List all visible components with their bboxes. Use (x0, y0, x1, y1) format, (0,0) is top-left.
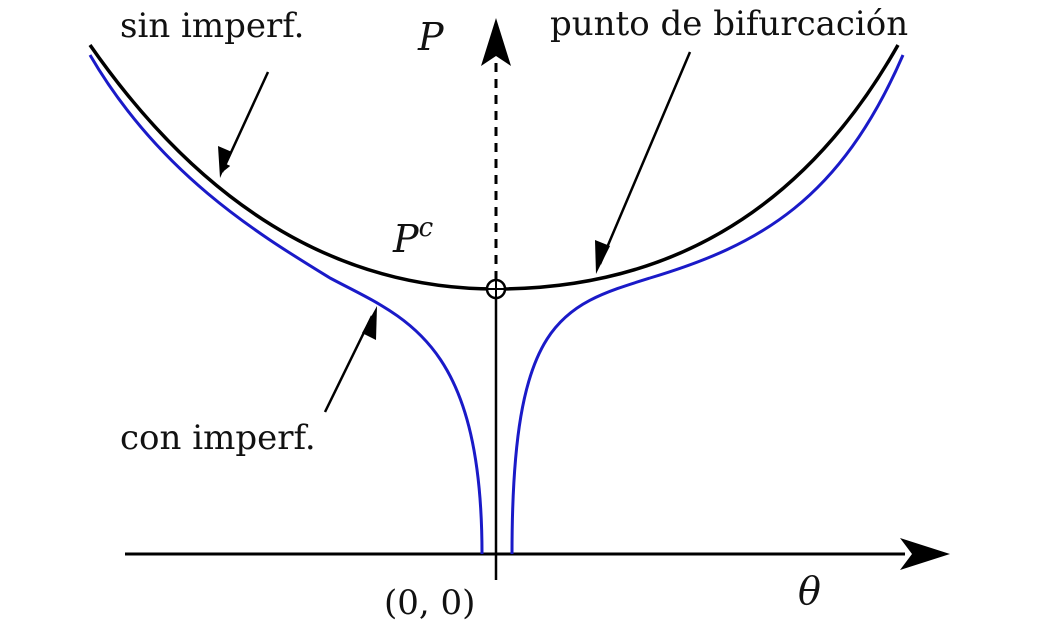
x-axis-arrowhead (900, 538, 950, 570)
x-axis-label: θ (798, 569, 821, 613)
arrow-bifurcation (598, 51, 692, 265)
imperfect-curve-right (510, 54, 905, 555)
arrow-imperfect-head (362, 306, 377, 340)
y-axis-label: P (417, 15, 445, 59)
y-axis-arrowhead (481, 18, 511, 66)
label-perfect: sin imperf. (120, 6, 304, 46)
imperfect-curve-left (88, 54, 484, 555)
label-bifurcation: punto de bifurcación (550, 4, 908, 44)
critical-load-sup: c (419, 213, 434, 243)
perfect-curve (88, 43, 900, 291)
label-imperfect: con imperf. (120, 418, 316, 458)
critical-load-label: Pc (392, 213, 434, 261)
arrow-bifurcation-head (595, 240, 610, 274)
origin-label: (0, 0) (384, 583, 475, 623)
arrow-perfect-head (218, 146, 232, 178)
bifurcation-point-marker (485, 278, 507, 300)
critical-load-base: P (392, 217, 420, 261)
